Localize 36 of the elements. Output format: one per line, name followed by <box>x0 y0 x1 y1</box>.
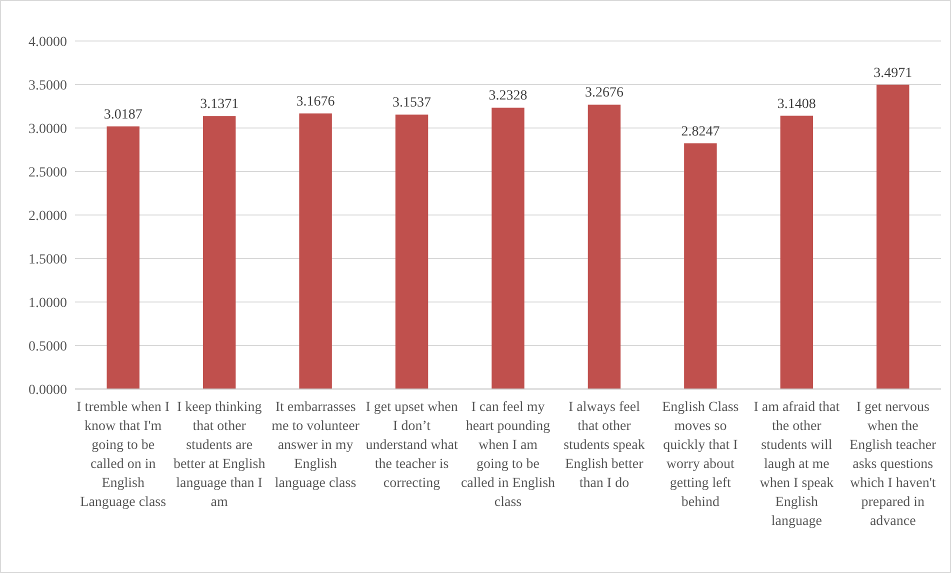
y-tick-label: 3.0000 <box>28 122 67 137</box>
data-label: 3.2328 <box>488 88 528 104</box>
x-tick-label: It embarrasses me to volunteer answer in my English language class <box>272 400 360 491</box>
y-tick-label: 1.0000 <box>28 296 67 311</box>
y-tick-label: 2.0000 <box>28 208 67 224</box>
data-label: 3.1676 <box>296 94 335 110</box>
bar <box>202 116 236 389</box>
data-label: 3.4971 <box>874 66 912 81</box>
data-label: 3.1537 <box>392 96 432 111</box>
data-label: 3.0187 <box>104 107 142 122</box>
y-tick-label: 0.0000 <box>28 382 67 398</box>
x-tick-label: I keep thinking that other students are better at English language than I am <box>173 400 266 510</box>
bar <box>492 108 524 389</box>
y-tick-label: 1.5000 <box>28 252 67 268</box>
bar <box>780 116 814 389</box>
bar <box>684 143 717 389</box>
x-tick-label: I can feel my heart pounding when I am going to be called in English class <box>460 400 556 510</box>
x-tick-label: English Class moves so quickly that I worry about getting left behind <box>662 400 739 510</box>
y-tick-label: 3.5000 <box>28 78 67 94</box>
bar <box>395 114 428 389</box>
bar <box>588 104 621 389</box>
data-label: 3.1408 <box>777 96 816 112</box>
x-tick-label: I get upset when I don’t understand what the teacher is correcting <box>366 400 458 491</box>
bar <box>876 84 910 389</box>
x-tick-label: I tremble when I know that I'm going to be called on in English Language class <box>76 400 170 510</box>
y-tick-label: 0.5000 <box>28 339 67 354</box>
x-tick-label: I am afraid that the other students will laugh at me when I speak English language <box>754 400 840 529</box>
bar <box>299 113 332 389</box>
data-label: 3.2676 <box>584 86 624 101</box>
y-tick-label: 4.0000 <box>28 34 67 50</box>
x-tick-label: I always feel that other students speak English better than I do <box>564 400 645 491</box>
x-tick-label: I get nervous when the English teacher asks questions which I haven't prepared in advance <box>850 400 937 529</box>
y-tick-label: 2.5000 <box>28 165 67 180</box>
bar <box>106 126 140 389</box>
data-label: 3.1371 <box>200 97 239 112</box>
data-label: 2.8247 <box>681 124 720 140</box>
